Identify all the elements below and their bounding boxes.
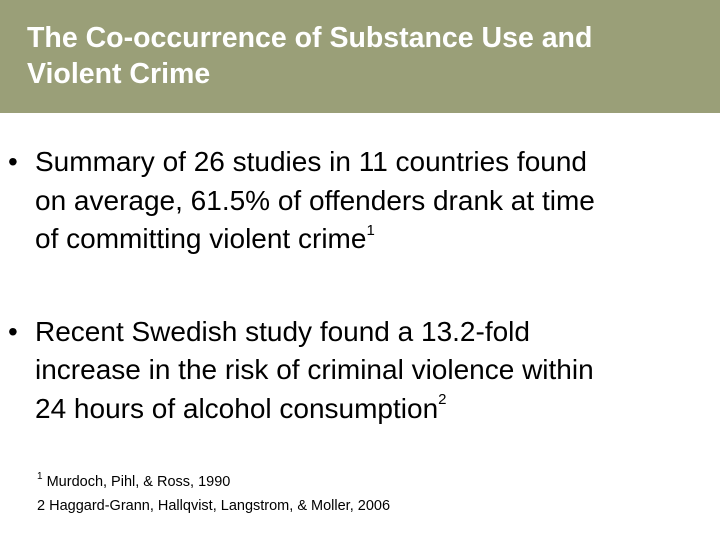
bullet-marker: • bbox=[8, 146, 18, 177]
bullet-marker: • bbox=[8, 315, 18, 347]
bullet-list: • Summary of 26 studies in 11 countries … bbox=[8, 143, 708, 428]
bullet-item-swedish-study: • Recent Swedish study found a 13.2-fold… bbox=[8, 313, 708, 429]
reference-1: 1 Murdoch, Pihl, & Ross, 1990 bbox=[37, 471, 637, 491]
slide-title-line-2: Violent Crime bbox=[27, 58, 211, 90]
citation-superscript: 2 bbox=[438, 391, 447, 409]
bullet-text-line: increase in the risk of criminal violenc… bbox=[35, 354, 594, 385]
reference-text: Murdoch, Pihl, & Ross, 1990 bbox=[42, 474, 231, 490]
slide-title-line-1: The Co-occurrence of Substance Use and bbox=[27, 22, 593, 54]
bullet-text-line: 24 hours of alcohol consumption bbox=[35, 392, 439, 424]
reference-2: 2 Haggard-Grann, Hallqvist, Langstrom, &… bbox=[37, 498, 637, 515]
citation-superscript: 1 bbox=[366, 221, 375, 239]
bullet-item-offenders-drank: • Summary of 26 studies in 11 countries … bbox=[8, 143, 708, 259]
bullet-text-line: Recent Swedish study found a 13.2-fold bbox=[35, 315, 530, 347]
reference-superscript: 1 bbox=[37, 471, 43, 483]
reference-text: 2 Haggard-Grann, Hallqvist, Langstrom, &… bbox=[37, 498, 391, 514]
slide-title: The Co-occurrence of Substance Use and Vi… bbox=[27, 20, 707, 92]
references: 1 Murdoch, Pihl, & Ross, 1990 2 Haggard-… bbox=[37, 471, 637, 515]
bullet-text-line: Summary of 26 studies in 11 countries fo… bbox=[35, 146, 588, 177]
bullet-text-line: on average, 61.5% of offenders drank at … bbox=[35, 184, 595, 216]
title-bar: The Co-occurrence of Substance Use and Vi… bbox=[0, 0, 720, 113]
bullet-text-line: of committing violent crime bbox=[35, 223, 367, 254]
